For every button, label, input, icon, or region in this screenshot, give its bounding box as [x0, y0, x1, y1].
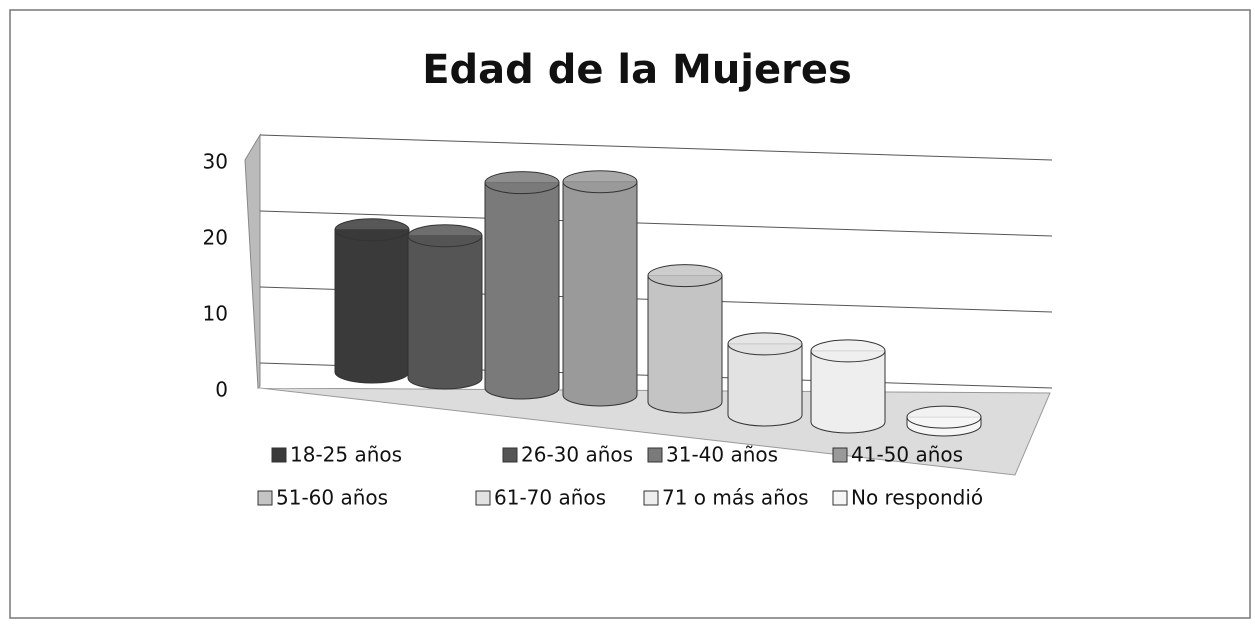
- y-tick-label: 10: [203, 302, 228, 326]
- legend-swatch: [475, 490, 491, 506]
- cylinder-top: [562, 170, 638, 194]
- cylinder-top: [647, 264, 723, 288]
- y-tick-label: 0: [215, 378, 228, 402]
- legend-label: 61-70 años: [494, 486, 606, 510]
- cylinder-body: [334, 229, 410, 384]
- legend-swatch: [832, 447, 848, 463]
- cylinder-body: [810, 350, 886, 434]
- side-wall: [244, 133, 261, 390]
- chart-title: Edad de la Mujeres: [422, 47, 852, 93]
- y-tick-label: 30: [203, 150, 228, 174]
- legend-label: 31-40 años: [666, 443, 778, 467]
- cylinder: [484, 171, 560, 400]
- legend-label: 18-25 años: [290, 443, 402, 467]
- cylinder: [906, 405, 982, 437]
- cylinder-body: [484, 182, 560, 400]
- legend-label: No respondió: [851, 486, 983, 510]
- legend-label: 51-60 años: [276, 486, 388, 510]
- legend-swatch: [257, 490, 273, 506]
- legend-swatch: [647, 447, 663, 463]
- legend-swatch: [832, 490, 848, 506]
- cylinder-top: [407, 224, 483, 248]
- y-tick-label: 20: [203, 226, 228, 250]
- grid-line: [259, 210, 1053, 237]
- cylinder-body: [647, 275, 723, 414]
- cylinder-top: [334, 218, 410, 242]
- cylinder: [334, 218, 410, 384]
- grid-line: [259, 134, 1053, 161]
- legend-swatch: [502, 447, 518, 463]
- legend-swatch: [271, 447, 287, 463]
- cylinder-body: [407, 235, 483, 390]
- cylinder-body: [727, 343, 803, 427]
- cylinder: [562, 170, 638, 407]
- legend-label: 26-30 años: [521, 443, 633, 467]
- cylinder-top: [727, 332, 803, 356]
- cylinder: [407, 224, 483, 390]
- legend-label: 71 o más años: [662, 486, 809, 510]
- cylinder-top: [810, 339, 886, 363]
- legend-swatch: [643, 490, 659, 506]
- legend-label: 41-50 años: [851, 443, 963, 467]
- cylinder-top: [484, 171, 560, 195]
- cylinder-body: [562, 181, 638, 407]
- cylinder: [810, 339, 886, 434]
- cylinder: [647, 264, 723, 414]
- cylinder: [727, 332, 803, 427]
- cylinder-top: [906, 405, 982, 429]
